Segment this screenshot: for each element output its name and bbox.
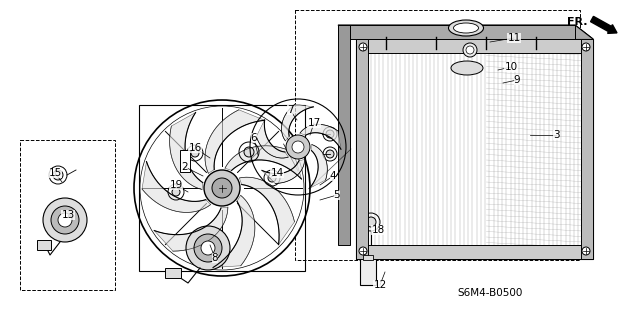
Bar xyxy=(356,245,593,259)
Polygon shape xyxy=(262,160,305,183)
Text: 4: 4 xyxy=(330,171,336,181)
Polygon shape xyxy=(256,120,288,158)
Bar xyxy=(165,268,181,278)
Polygon shape xyxy=(205,110,264,173)
Text: FR.: FR. xyxy=(566,17,587,27)
Circle shape xyxy=(191,149,199,157)
Ellipse shape xyxy=(451,61,483,75)
Bar xyxy=(338,25,575,39)
Polygon shape xyxy=(338,25,593,39)
Circle shape xyxy=(217,183,227,193)
Bar xyxy=(363,255,373,260)
Text: 6: 6 xyxy=(251,133,257,143)
Bar xyxy=(356,39,593,259)
Bar xyxy=(20,140,115,290)
Circle shape xyxy=(359,247,367,255)
Circle shape xyxy=(201,241,215,255)
Circle shape xyxy=(244,147,254,157)
Text: 18: 18 xyxy=(371,225,385,235)
Text: 2: 2 xyxy=(182,162,188,172)
Polygon shape xyxy=(239,177,294,245)
Text: 12: 12 xyxy=(373,280,387,290)
Ellipse shape xyxy=(454,23,479,33)
Circle shape xyxy=(326,150,334,158)
Bar xyxy=(180,150,190,172)
Text: 16: 16 xyxy=(188,143,202,153)
Circle shape xyxy=(172,188,180,196)
Circle shape xyxy=(466,46,474,54)
Circle shape xyxy=(186,226,230,270)
Polygon shape xyxy=(154,207,228,251)
Bar xyxy=(356,39,593,53)
Text: 5: 5 xyxy=(333,190,340,200)
Circle shape xyxy=(359,43,367,51)
Circle shape xyxy=(43,198,87,242)
Circle shape xyxy=(58,213,72,227)
Circle shape xyxy=(463,43,477,57)
Polygon shape xyxy=(170,113,203,189)
Bar xyxy=(37,240,51,250)
Circle shape xyxy=(53,170,63,180)
Text: 17: 17 xyxy=(307,118,321,128)
Text: 10: 10 xyxy=(504,62,518,72)
Circle shape xyxy=(204,170,240,206)
Circle shape xyxy=(366,217,376,227)
Text: 7: 7 xyxy=(287,105,293,115)
Text: 14: 14 xyxy=(270,168,284,178)
Polygon shape xyxy=(575,25,593,259)
Text: S6M4-B0500: S6M4-B0500 xyxy=(458,288,523,298)
Circle shape xyxy=(268,174,276,182)
Circle shape xyxy=(582,247,590,255)
Circle shape xyxy=(292,141,304,153)
Text: 13: 13 xyxy=(61,210,75,220)
Circle shape xyxy=(582,43,590,51)
Polygon shape xyxy=(225,146,301,179)
Circle shape xyxy=(326,130,334,138)
Text: 15: 15 xyxy=(49,168,61,178)
Circle shape xyxy=(51,206,79,234)
Circle shape xyxy=(212,178,232,198)
Bar xyxy=(356,39,368,259)
Bar xyxy=(338,25,350,245)
Polygon shape xyxy=(309,145,327,189)
Circle shape xyxy=(134,100,310,276)
Text: 19: 19 xyxy=(170,180,182,190)
Bar xyxy=(295,10,580,260)
Bar xyxy=(139,105,305,271)
Circle shape xyxy=(194,234,222,262)
Bar xyxy=(360,255,376,285)
Polygon shape xyxy=(213,195,255,268)
Text: 8: 8 xyxy=(212,253,218,263)
Text: 3: 3 xyxy=(553,130,559,140)
Text: 11: 11 xyxy=(508,33,520,43)
Text: 9: 9 xyxy=(514,75,520,85)
Polygon shape xyxy=(142,162,211,212)
Circle shape xyxy=(286,135,310,159)
Polygon shape xyxy=(300,124,341,149)
Bar xyxy=(581,39,593,259)
Ellipse shape xyxy=(449,20,483,36)
FancyArrow shape xyxy=(591,16,617,33)
Polygon shape xyxy=(282,104,314,141)
